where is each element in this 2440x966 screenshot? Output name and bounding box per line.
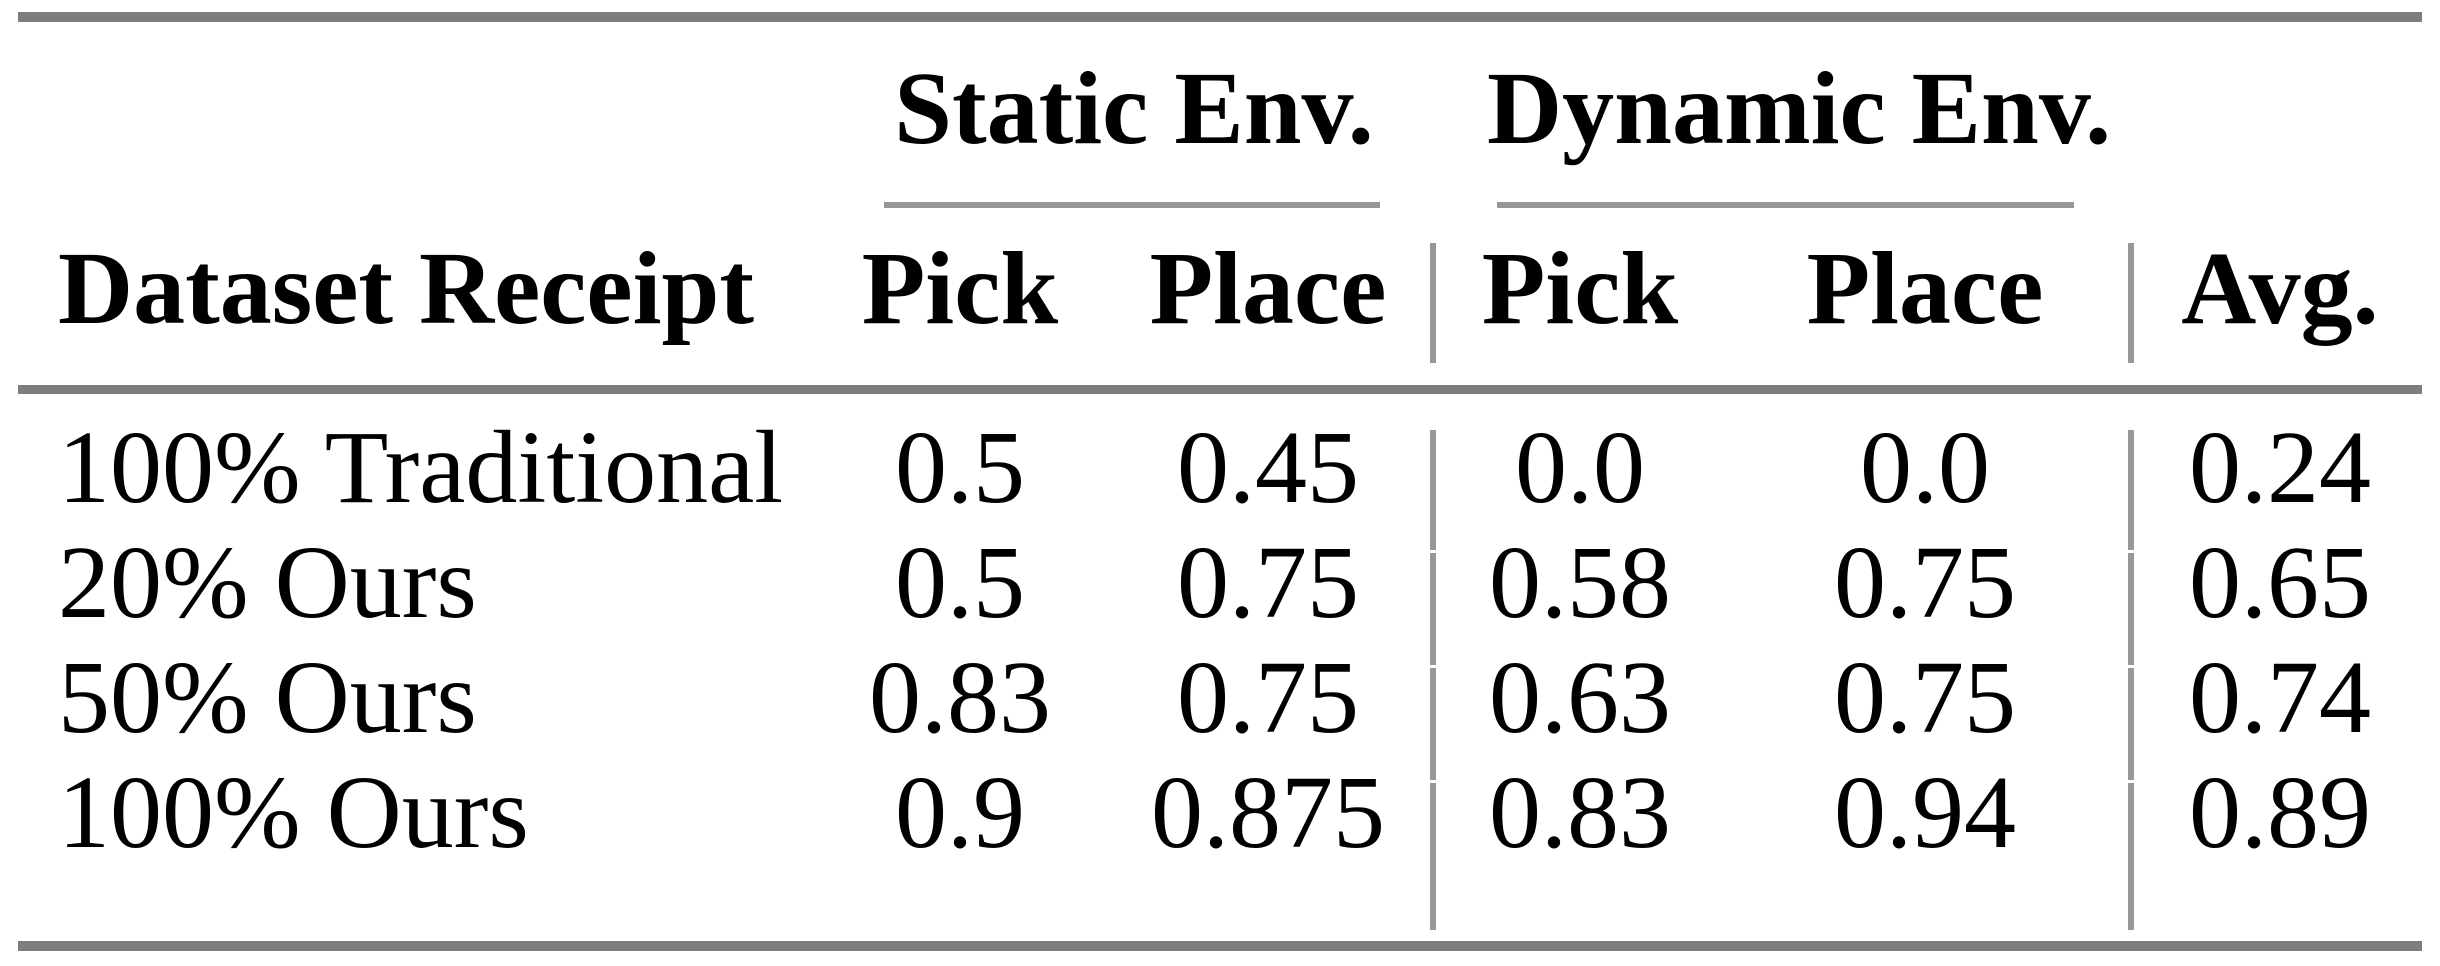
row3-dynamic-place: 0.75 (1834, 640, 2016, 755)
vline-static-dynamic-header (1430, 243, 1436, 363)
row4-static-pick: 0.9 (895, 755, 1025, 870)
vline-static-dynamic-row3 (1430, 668, 1436, 780)
vline-static-dynamic-row2 (1430, 553, 1436, 665)
vline-avg-row2 (2128, 553, 2134, 665)
cmidrule-static-env (884, 202, 1380, 208)
vline-avg-header (2128, 243, 2134, 363)
cmidrule-dynamic-env (1497, 202, 2074, 208)
row2-label: 20% Ours (58, 525, 477, 640)
col-header-dynamic-place: Place (1806, 231, 2044, 346)
group-header-dynamic-env: Dynamic Env. (1487, 51, 2112, 166)
row2-avg: 0.65 (2189, 525, 2371, 640)
row4-dynamic-pick: 0.83 (1489, 755, 1671, 870)
col-header-static-place: Place (1149, 231, 1387, 346)
row1-avg: 0.24 (2189, 410, 2371, 525)
row3-static-place: 0.75 (1177, 640, 1359, 755)
row2-dynamic-place: 0.75 (1834, 525, 2016, 640)
row4-static-place: 0.875 (1151, 755, 1385, 870)
row4-label: 100% Ours (58, 755, 529, 870)
row2-static-pick: 0.5 (895, 525, 1025, 640)
row4-dynamic-place: 0.94 (1834, 755, 2016, 870)
row1-static-pick: 0.5 (895, 410, 1025, 525)
row2-static-place: 0.75 (1177, 525, 1359, 640)
vline-avg-row1 (2128, 430, 2134, 550)
row1-dynamic-place: 0.0 (1860, 410, 1990, 525)
row3-avg: 0.74 (2189, 640, 2371, 755)
row3-label: 50% Ours (58, 640, 477, 755)
row1-static-place: 0.45 (1177, 410, 1359, 525)
vline-static-dynamic-row1 (1430, 430, 1436, 550)
group-header-static-env: Static Env. (894, 51, 1374, 166)
vline-avg-row4 (2128, 783, 2134, 930)
row3-dynamic-pick: 0.63 (1489, 640, 1671, 755)
vline-avg-row3 (2128, 668, 2134, 780)
vline-static-dynamic-row4 (1430, 783, 1436, 930)
row3-static-pick: 0.83 (869, 640, 1051, 755)
row1-label: 100% Traditional (58, 410, 784, 525)
row4-avg: 0.89 (2189, 755, 2371, 870)
row2-dynamic-pick: 0.58 (1489, 525, 1671, 640)
col-header-dataset-receipt: Dataset Receipt (58, 231, 754, 346)
top-rule (18, 12, 2422, 22)
col-header-dynamic-pick: Pick (1481, 231, 1679, 346)
col-header-avg: Avg. (2181, 231, 2379, 346)
col-header-static-pick: Pick (861, 231, 1059, 346)
bottom-rule (18, 941, 2422, 951)
row1-dynamic-pick: 0.0 (1515, 410, 1645, 525)
header-midrule (18, 385, 2422, 394)
